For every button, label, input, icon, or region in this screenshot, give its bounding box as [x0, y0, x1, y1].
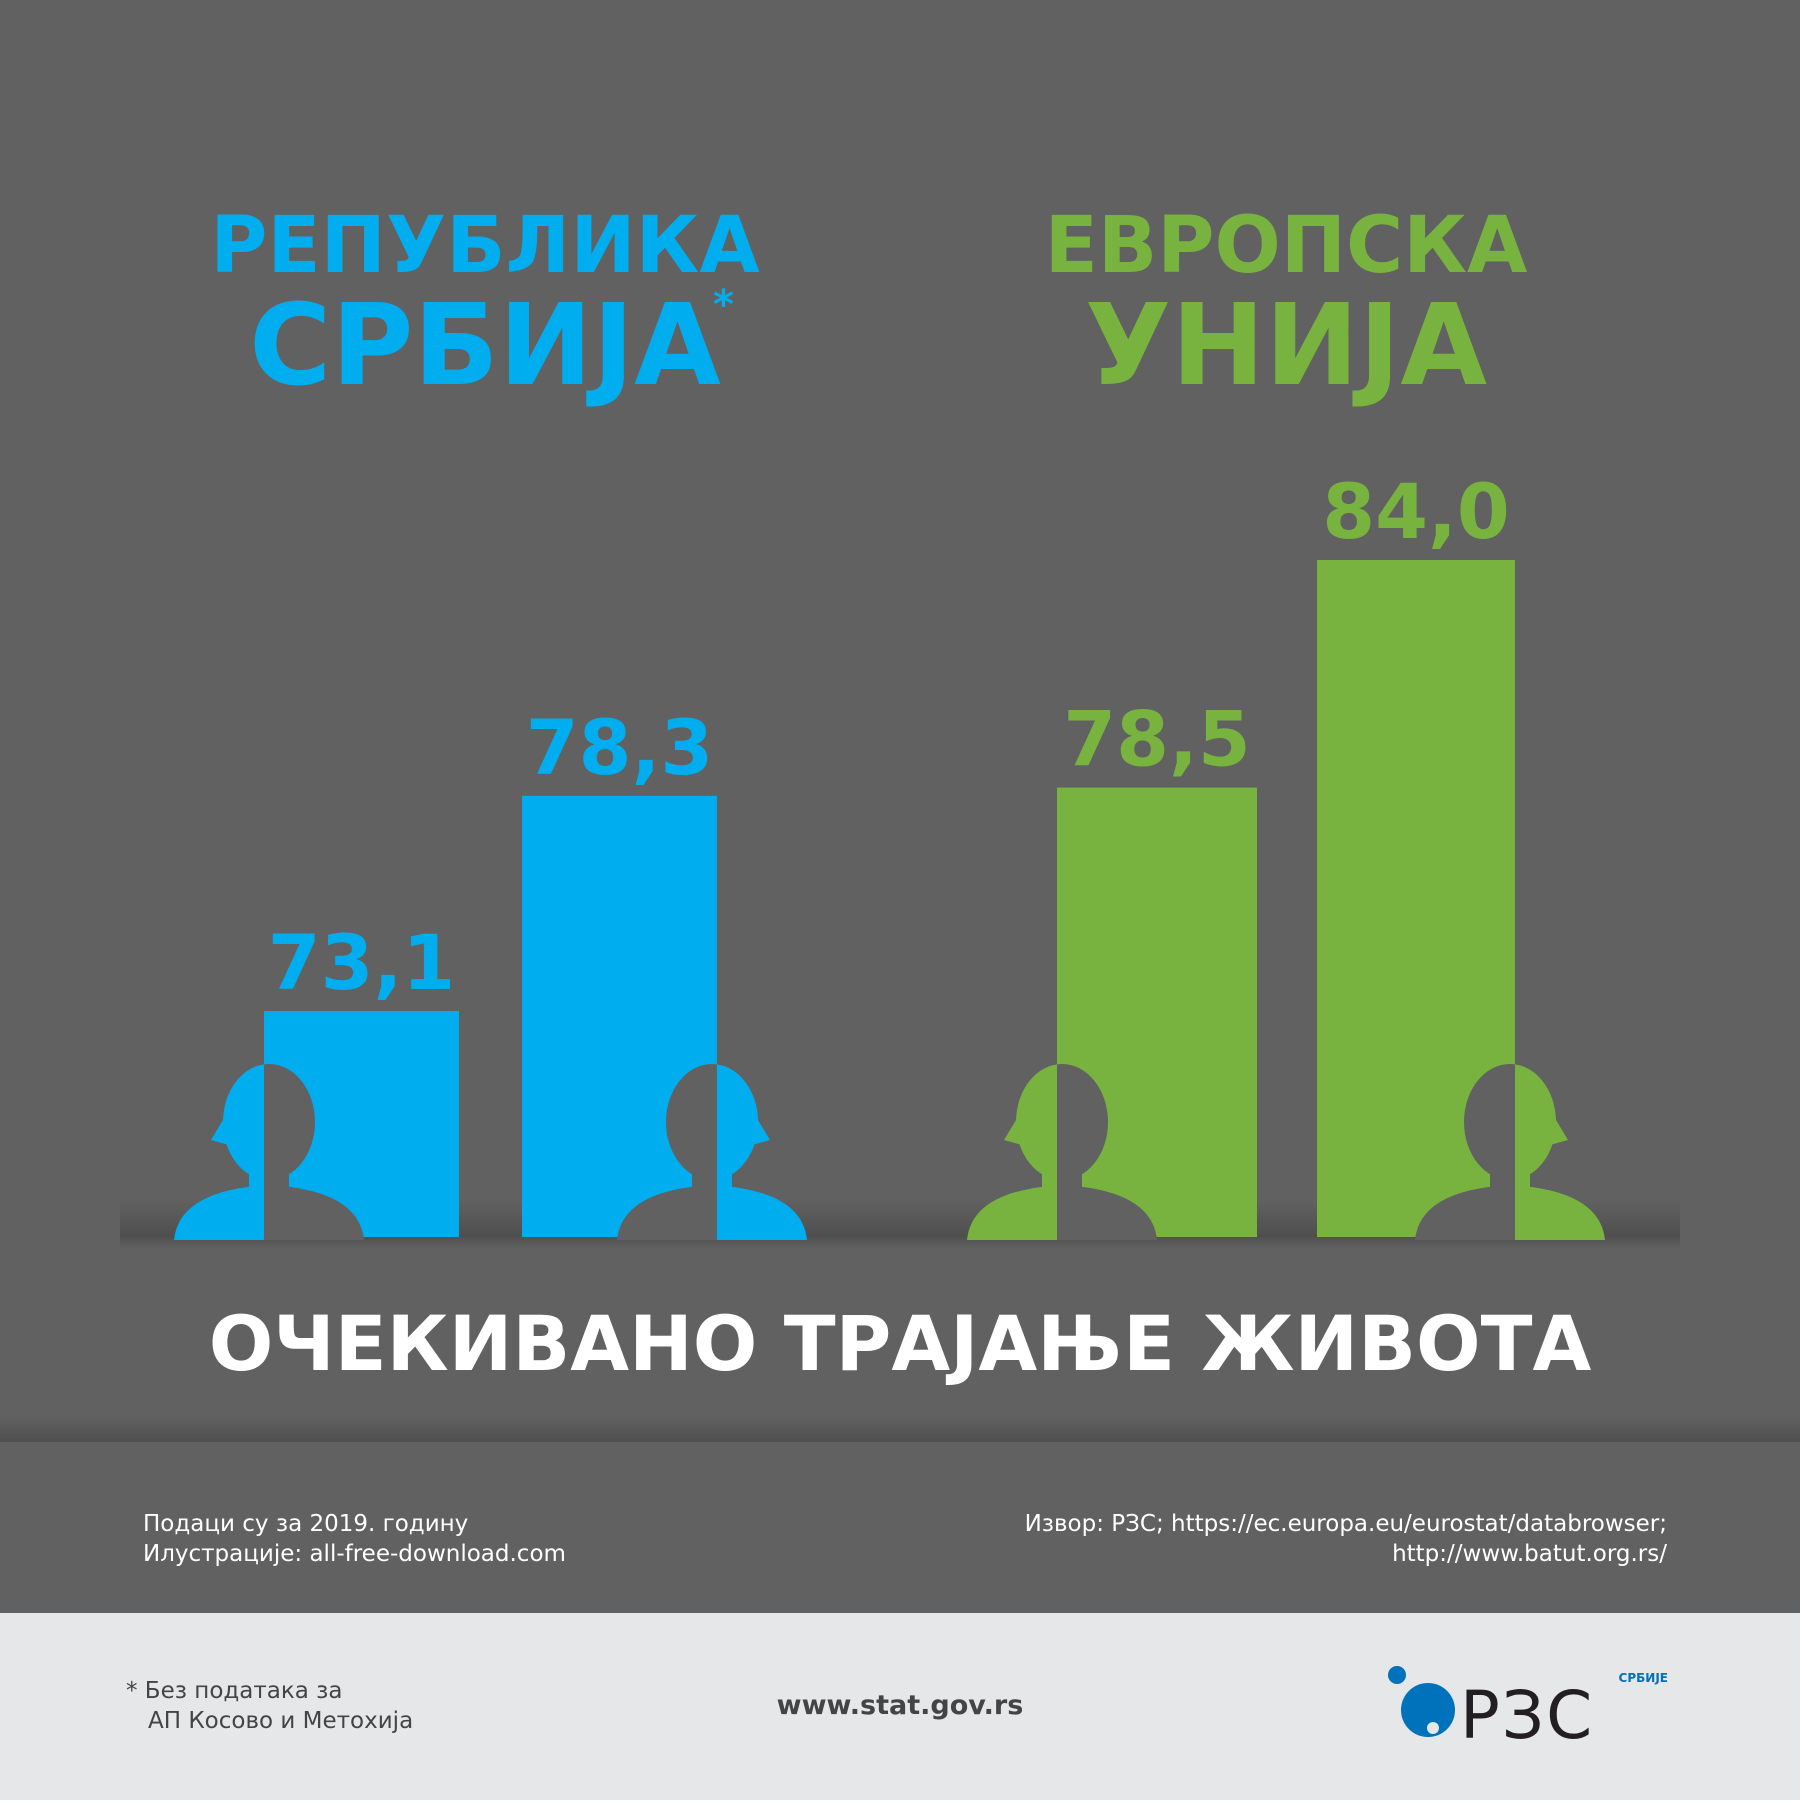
series-name: ЕВРОПСКА: [1045, 201, 1528, 291]
shoulders: [1515, 1185, 1605, 1240]
footnote: * Без података за: [126, 1678, 343, 1704]
footnote: АП Косово и Метохија: [148, 1708, 413, 1734]
floor-shadow: [120, 1237, 1680, 1249]
series-name: РЕПУБЛИКА: [210, 201, 760, 291]
source: Извор: РЗС; https://ec.europa.eu/eurosta…: [1025, 1511, 1667, 1537]
source: http://www.batut.org.rs/: [1392, 1541, 1667, 1567]
nose: [1550, 1110, 1568, 1145]
value-label: 78,3: [526, 703, 714, 792]
nose: [752, 1110, 770, 1145]
head: [223, 1064, 264, 1180]
shoulders: [717, 1185, 807, 1240]
shoulders: [1057, 1185, 1157, 1240]
head: [264, 1064, 315, 1180]
silhouette: [967, 1064, 1057, 1240]
shoulders: [174, 1185, 264, 1240]
silhouette: [717, 1064, 807, 1240]
value-label: 78,5: [1063, 695, 1251, 784]
silhouette: [1057, 1064, 1157, 1240]
note: Подаци су за 2019. годину: [143, 1511, 468, 1537]
nose: [211, 1110, 229, 1145]
value-label: 73,1: [268, 918, 456, 1007]
nose: [1004, 1110, 1022, 1145]
note: Илустрације: all-free-download.com: [143, 1541, 566, 1567]
title-shadow: [0, 1418, 1800, 1442]
silhouette: [1515, 1064, 1605, 1240]
silhouette: [617, 1064, 717, 1240]
shoulders: [967, 1185, 1057, 1240]
head: [1464, 1064, 1515, 1180]
logo-subtext: СРБИЈЕ: [1619, 1671, 1668, 1685]
head: [717, 1064, 758, 1180]
website[interactable]: www.stat.gov.rs: [777, 1690, 1024, 1721]
chart-title: ОЧЕКИВАНО ТРАЈАЊЕ ЖИВОТА: [209, 1299, 1592, 1388]
value-label: 84,0: [1322, 467, 1510, 556]
logo-circle: [1401, 1683, 1455, 1737]
logo: РЗС СРБИЈЕ: [1388, 1666, 1668, 1754]
logo-dot: [1427, 1722, 1439, 1734]
series-name: СРБИЈА: [249, 281, 721, 411]
head: [1016, 1064, 1057, 1180]
shoulders: [617, 1185, 717, 1240]
silhouette: [1415, 1064, 1515, 1240]
silhouette: [174, 1064, 264, 1240]
head: [1515, 1064, 1556, 1180]
series-name: УНИЈА: [1085, 281, 1487, 411]
logo-text: РЗС: [1460, 1677, 1594, 1754]
series-name-mark: *: [713, 282, 734, 328]
head: [666, 1064, 717, 1180]
shoulders: [264, 1185, 364, 1240]
shoulders: [1415, 1185, 1515, 1240]
footer-band: [0, 1613, 1800, 1800]
silhouette: [264, 1064, 364, 1240]
logo-dot: [1388, 1666, 1406, 1684]
head: [1057, 1064, 1108, 1180]
